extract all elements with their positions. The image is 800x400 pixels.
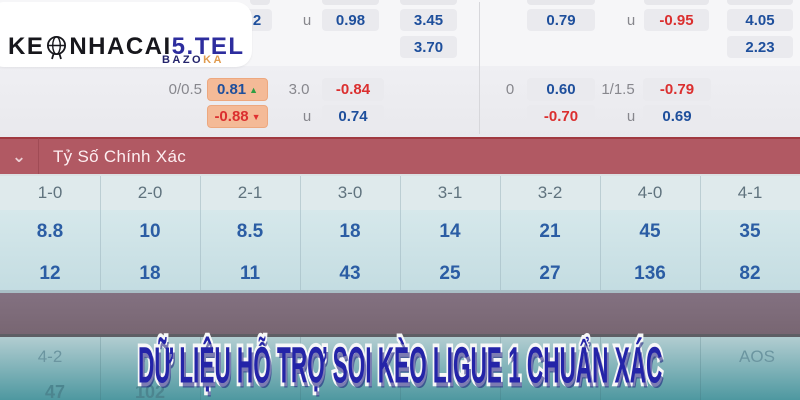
- section-bar-correct-score: ⌄ Tỷ Số Chính Xác: [0, 137, 800, 175]
- chevron-down-icon[interactable]: ⌄: [11, 147, 27, 166]
- over-under-line-label: 3.0: [288, 81, 310, 98]
- odds-cell-handicap-highlight[interactable]: 0.81 ▲: [207, 78, 268, 101]
- score-odds-cell[interactable]: 47: [44, 382, 66, 400]
- under-label: u: [626, 108, 636, 125]
- tagline-right: KA: [203, 54, 224, 66]
- truncated-row-remnant: [250, 0, 270, 5]
- odds-cell-over-under[interactable]: -0.95: [644, 9, 709, 31]
- score-odds-cell[interactable]: 27: [539, 262, 561, 284]
- table-column-divider: [300, 176, 301, 293]
- odds-cell-over-under[interactable]: -0.84: [322, 78, 384, 101]
- truncated-row-remnant: [322, 0, 379, 5]
- table-column-divider: [500, 337, 501, 400]
- odds-value: -0.88: [214, 108, 249, 125]
- section-bar-divider: [38, 138, 39, 175]
- score-column-header: 4-0: [637, 183, 663, 202]
- table-bottom-border: [0, 290, 800, 293]
- table-column-divider: [400, 176, 401, 293]
- score-odds-cell[interactable]: 43: [339, 262, 361, 284]
- score-column-header: -4: [647, 347, 663, 366]
- score-odds-cell[interactable]: 136: [634, 262, 666, 284]
- table-column-divider: [700, 176, 701, 293]
- score-column-header: 4-1: [737, 183, 763, 202]
- score-column-header: 1-0: [37, 183, 63, 202]
- section-underline: [0, 174, 800, 176]
- table-column-divider: [100, 337, 101, 400]
- odds-cell-over-under[interactable]: -0.79: [643, 78, 711, 101]
- score-column-header: 3-1: [437, 183, 463, 202]
- handicap-line-label: 0: [505, 81, 515, 98]
- table-column-divider: [400, 337, 401, 400]
- logo-text-mid: NHACAI: [69, 33, 172, 60]
- section-title: Tỷ Số Chính Xác: [53, 146, 187, 166]
- score-odds-cell[interactable]: 18: [339, 221, 361, 242]
- logo-text-prefix: KE: [8, 33, 45, 60]
- odds-cell-over-under[interactable]: 0.69: [643, 105, 711, 128]
- table-column-divider: [200, 176, 201, 293]
- table-column-divider: [600, 176, 601, 293]
- score-column-header: 3-2: [537, 183, 563, 202]
- over-under-line-label: 1/1.5: [601, 81, 635, 98]
- odds-up-arrow-icon: ▲: [249, 84, 259, 95]
- table-column-divider: [600, 337, 601, 400]
- score-column-header: 4-: [137, 347, 153, 366]
- score-odds-cell[interactable]: 45: [639, 221, 661, 242]
- odds-column-divider: [479, 2, 480, 134]
- score-odds-cell[interactable]: 11: [239, 262, 261, 284]
- score-odds-cell[interactable]: 10: [139, 221, 161, 242]
- odds-cell-over-under[interactable]: 0.74: [322, 105, 384, 128]
- odds-cell-handicap[interactable]: 0.60: [527, 78, 595, 101]
- odds-cell-handicap-highlight[interactable]: -0.88 ▼: [207, 105, 268, 128]
- score-column-header: 2-0: [137, 183, 163, 202]
- score-column-header: 2-1: [237, 183, 263, 202]
- odds-cell-1x2[interactable]: 2.23: [727, 36, 793, 58]
- odds-cell-handicap[interactable]: 0.79: [527, 9, 595, 31]
- score-odds-cell[interactable]: 14: [439, 221, 461, 242]
- globe-mascot-icon: [47, 35, 67, 59]
- score-odds-cell[interactable]: 8.8: [36, 221, 64, 242]
- odds-cell-1x2[interactable]: 3.45: [400, 9, 457, 31]
- score-odds-row: 8.8 10 8.5 18 14 21 45 35: [0, 210, 800, 254]
- covered-score-section: [0, 337, 800, 400]
- overlay-band: [0, 293, 800, 337]
- odds-cell-over-under[interactable]: 0.98: [322, 9, 379, 31]
- score-odds-cell[interactable]: 82: [739, 262, 761, 284]
- odds-cell-1x2[interactable]: 3.70: [400, 36, 457, 58]
- score-column-header: 3-0: [337, 183, 363, 202]
- under-label: u: [626, 11, 636, 29]
- table-column-divider: [200, 337, 201, 400]
- site-logo: KE NHACAI 5.TEL: [8, 33, 245, 60]
- under-label: u: [302, 11, 312, 29]
- score-odds-cell[interactable]: 12: [39, 262, 61, 284]
- score-odds-cell[interactable]: 8.5: [236, 221, 264, 242]
- logo-text-suffix: 5.TEL: [171, 33, 245, 60]
- score-odds-cell[interactable]: 35: [739, 221, 761, 242]
- truncated-row-remnant: [527, 0, 595, 5]
- score-odds-cell[interactable]: 21: [539, 221, 561, 242]
- table-column-divider: [300, 337, 301, 400]
- score-column-header-aos: AOS: [739, 347, 775, 366]
- truncated-row-remnant: [644, 0, 709, 5]
- score-odds-cell[interactable]: 25: [439, 262, 461, 284]
- handicap-line-label: 0/0.5: [168, 81, 202, 98]
- odds-value: 0.81: [216, 81, 247, 98]
- score-odds-row: 12 18 11 43 25 27 136 82: [0, 254, 800, 293]
- odds-cell-handicap[interactable]: -0.70: [527, 105, 595, 128]
- table-column-divider: [500, 176, 501, 293]
- logo-tagline: BAZOKA: [128, 54, 224, 66]
- score-odds-cell[interactable]: 18: [139, 262, 161, 284]
- odds-down-arrow-icon: ▼: [251, 111, 261, 122]
- truncated-row-remnant: [400, 0, 457, 5]
- table-column-divider: [700, 337, 701, 400]
- under-label: u: [302, 108, 312, 125]
- odds-cell-1x2[interactable]: 4.05: [727, 9, 793, 31]
- truncated-row-remnant: [727, 0, 793, 5]
- score-odds-cell[interactable]: 102: [134, 382, 166, 400]
- site-logo-panel[interactable]: KE NHACAI 5.TEL BAZOKA: [0, 2, 252, 67]
- score-column-header: 4-2: [37, 347, 63, 366]
- tagline-left: BAZO: [161, 54, 204, 66]
- table-column-divider: [100, 176, 101, 293]
